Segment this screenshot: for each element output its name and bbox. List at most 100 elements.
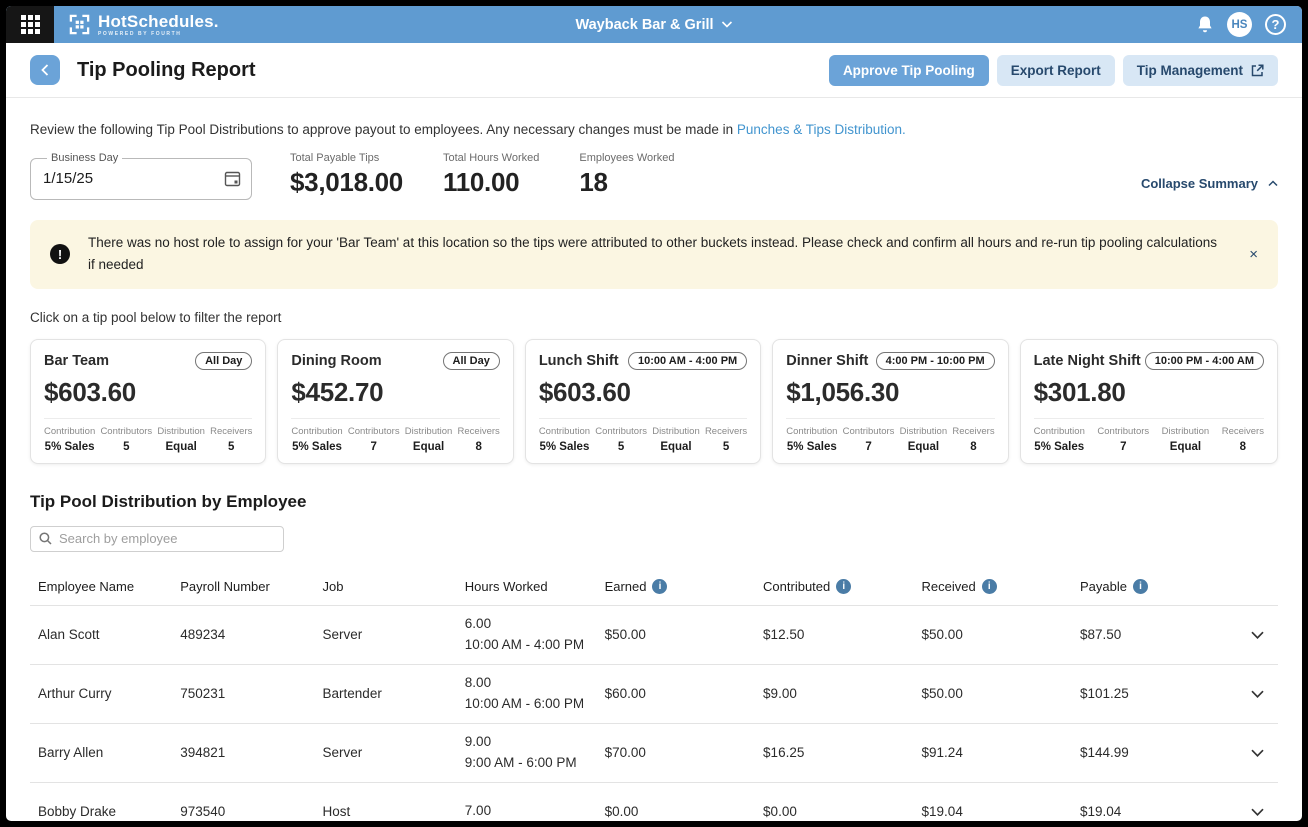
table-row[interactable]: Barry Allen 394821 Server 9.00 9:00 AM -… bbox=[30, 724, 1278, 783]
close-icon[interactable]: × bbox=[1249, 245, 1258, 263]
cell-earned: $0.00 bbox=[604, 804, 639, 820]
pool-stat-contribution: Contribution 5% Sales bbox=[44, 426, 95, 453]
table-row[interactable]: Alan Scott 489234 Server 6.00 10:00 AM -… bbox=[30, 606, 1278, 665]
chevron-down-icon bbox=[1251, 690, 1264, 698]
page-header: Tip Pooling Report Approve Tip Pooling E… bbox=[6, 43, 1302, 98]
table-row[interactable]: Arthur Curry 750231 Bartender 8.00 10:00… bbox=[30, 665, 1278, 724]
hotschedules-logo: HotSchedules. POWERED BY FOURTH bbox=[68, 13, 219, 37]
pool-stat-label: Contributors bbox=[100, 425, 153, 437]
pool-stat-distribution: Distribution Equal bbox=[157, 426, 205, 453]
cell-job: Bartender bbox=[322, 686, 382, 702]
col-received: Received i bbox=[914, 578, 1072, 594]
pool-stat-contributors: Contributors 5 bbox=[100, 426, 152, 453]
pool-stat-value: Equal bbox=[660, 440, 692, 453]
pool-stat-value: 8 bbox=[970, 440, 977, 453]
calendar-icon[interactable] bbox=[224, 170, 241, 187]
employee-table-body: Alan Scott 489234 Server 6.00 10:00 AM -… bbox=[30, 606, 1278, 821]
pool-stat-contribution: Contribution 5% Sales bbox=[1034, 426, 1085, 453]
app-launcher-button[interactable] bbox=[6, 6, 54, 43]
col-employee-name: Employee Name bbox=[38, 578, 135, 594]
hours-value: 6.00 bbox=[464, 615, 492, 631]
pool-stat-label: Contribution bbox=[291, 425, 343, 437]
tip-pool-card[interactable]: Late Night Shift 10:00 PM - 4:00 AM $301… bbox=[1019, 338, 1279, 464]
expand-row-button[interactable] bbox=[1251, 749, 1264, 757]
col-job: Job bbox=[322, 578, 344, 594]
expand-row-button[interactable] bbox=[1251, 631, 1264, 639]
pool-stat-contributors: Contributors 7 bbox=[843, 426, 895, 453]
business-day-input[interactable] bbox=[43, 170, 193, 187]
expand-row-button[interactable] bbox=[1251, 690, 1264, 698]
pool-stat-value: Equal bbox=[907, 440, 940, 453]
pool-stat-value: 7 bbox=[865, 440, 872, 453]
pool-stat-value: 5% Sales bbox=[539, 440, 590, 453]
pool-stat-contributors: Contributors 7 bbox=[348, 426, 400, 453]
location-selector[interactable]: Wayback Bar & Grill bbox=[575, 17, 733, 33]
pool-stat-label: Distribution bbox=[404, 425, 453, 437]
chevron-down-icon bbox=[1251, 631, 1264, 639]
punches-tips-distribution-link[interactable]: Punches & Tips Distribution. bbox=[736, 122, 906, 137]
hotschedules-logo-icon bbox=[69, 14, 90, 35]
collapse-summary-button[interactable]: Collapse Summary bbox=[1141, 176, 1278, 191]
expand-row-button[interactable] bbox=[1251, 808, 1264, 816]
pool-stat-contribution: Contribution 5% Sales bbox=[291, 426, 342, 453]
hours-value: 9.00 bbox=[464, 733, 492, 749]
pool-stat-label: Contributors bbox=[347, 425, 400, 437]
search-icon bbox=[39, 532, 52, 545]
info-icon[interactable]: i bbox=[981, 578, 997, 594]
pool-stat-value: 5% Sales bbox=[1034, 440, 1085, 453]
stat-value: 18 bbox=[579, 167, 608, 197]
divider bbox=[291, 417, 500, 419]
collapse-summary-label: Collapse Summary bbox=[1140, 175, 1258, 191]
info-icon[interactable]: i bbox=[1133, 578, 1148, 594]
back-button[interactable] bbox=[30, 55, 60, 85]
info-icon[interactable]: i bbox=[836, 578, 852, 594]
approve-tip-pooling-button[interactable]: Approve Tip Pooling bbox=[828, 54, 989, 86]
pool-stat-distribution: Distribution Equal bbox=[900, 426, 948, 453]
summary-bar: Business Day Total Payable Tips $3,018.0… bbox=[30, 152, 1278, 200]
table-row[interactable]: Bobby Drake 973540 Host 7.00 $0.00 $0.00… bbox=[30, 783, 1278, 821]
tip-pool-card[interactable]: Lunch Shift 10:00 AM - 4:00 PM $603.60 C… bbox=[524, 338, 762, 464]
tip-management-button[interactable]: Tip Management bbox=[1122, 54, 1278, 86]
cell-employee-name: Alan Scott bbox=[38, 627, 100, 643]
tip-pool-cards: Bar Team All Day $603.60 Contribution 5%… bbox=[30, 338, 1279, 464]
pool-stat-contribution: Contribution 5% Sales bbox=[786, 426, 837, 453]
pool-stat-receivers: Receivers 5 bbox=[210, 426, 252, 453]
pool-name: Dining Room bbox=[291, 352, 382, 369]
export-report-button[interactable]: Export Report bbox=[996, 54, 1115, 86]
avatar-initials: HS bbox=[1231, 18, 1248, 31]
search-input[interactable] bbox=[59, 531, 275, 547]
pool-stat-label: Distribution bbox=[1161, 425, 1210, 437]
tip-pool-card[interactable]: Bar Team All Day $603.60 Contribution 5%… bbox=[30, 338, 267, 464]
chevron-down-icon bbox=[1251, 749, 1264, 757]
cell-received: $50.00 bbox=[921, 686, 963, 702]
help-icon[interactable]: ? bbox=[1265, 14, 1286, 35]
stat-value: $3,018.00 bbox=[290, 167, 403, 197]
pool-name: Dinner Shift bbox=[786, 352, 869, 369]
cell-contributed: $16.25 bbox=[763, 745, 805, 761]
cell-earned: $60.00 bbox=[604, 686, 646, 702]
pool-amount: $603.60 bbox=[538, 376, 631, 407]
warning-banner: ! There was no host role to assign for y… bbox=[30, 220, 1278, 289]
divider bbox=[1033, 417, 1265, 419]
pool-stat-label: Receivers bbox=[457, 425, 500, 437]
stat-total-hours-worked: Total Hours Worked 110.00 bbox=[443, 152, 539, 198]
info-icon[interactable]: i bbox=[652, 578, 668, 594]
tip-pool-card[interactable]: Dining Room All Day $452.70 Contribution… bbox=[277, 338, 514, 464]
filter-hint: Click on a tip pool below to filter the … bbox=[30, 309, 282, 325]
shift-range: 10:00 AM - 4:00 PM bbox=[464, 636, 585, 652]
cell-earned: $50.00 bbox=[604, 627, 646, 643]
user-avatar[interactable]: HS bbox=[1227, 12, 1252, 37]
cell-received: $19.04 bbox=[921, 804, 963, 820]
col-payable-label: Payable bbox=[1080, 578, 1127, 594]
pool-stat-label: Contribution bbox=[786, 425, 838, 437]
bell-icon[interactable] bbox=[1196, 15, 1214, 34]
tip-management-label: Tip Management bbox=[1136, 62, 1243, 78]
col-earned-label: Earned bbox=[604, 578, 647, 594]
stat-label: Total Hours Worked bbox=[442, 152, 540, 164]
pool-stat-label: Contributors bbox=[1097, 425, 1150, 437]
tip-pool-card[interactable]: Dinner Shift 4:00 PM - 10:00 PM $1,056.3… bbox=[772, 338, 1009, 464]
stat-label: Employees Worked bbox=[579, 152, 675, 164]
cell-hours-worked: 7.00 bbox=[457, 801, 597, 821]
pool-stat-label: Distribution bbox=[652, 425, 700, 437]
col-received-label: Received bbox=[921, 578, 976, 594]
